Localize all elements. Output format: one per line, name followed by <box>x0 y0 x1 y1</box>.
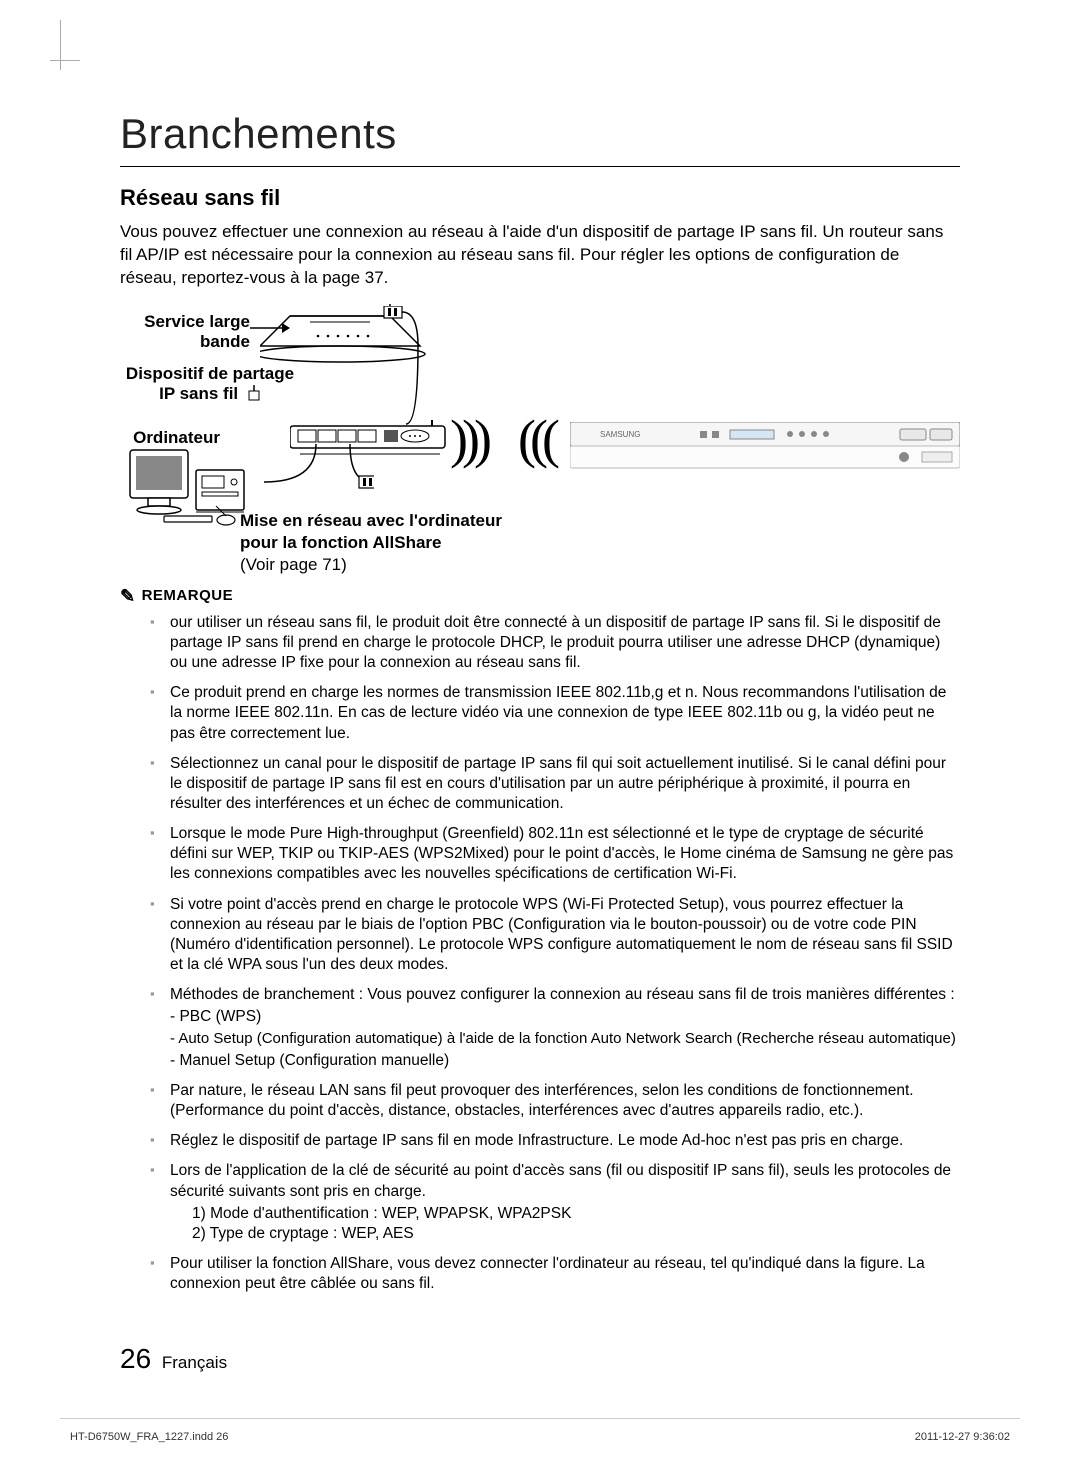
cable-pc-icon <box>254 434 374 494</box>
page-number: 26 <box>120 1343 151 1374</box>
caption-line3: (Voir page 71) <box>240 555 347 574</box>
label-router-line1: Dispositif de partage <box>126 364 294 383</box>
label-pc: Ordinateur <box>110 428 220 448</box>
note-item: Méthodes de branchement : Vous pouvez co… <box>150 985 960 1071</box>
page-footer: 26 Français <box>120 1343 227 1375</box>
label-broadband-line1: Service large <box>144 312 250 331</box>
note-subitem: - PBC (WPS) <box>170 1007 960 1027</box>
note-list: our utiliser un réseau sans fil, le prod… <box>120 613 960 1294</box>
note-item: Lors de l'application de la clé de sécur… <box>150 1161 960 1244</box>
label-router-line2: IP sans fil <box>159 384 238 403</box>
print-footer: HT-D6750W_FRA_1227.indd 26 2011-12-27 9:… <box>70 1431 1010 1443</box>
arrow-icon <box>250 322 290 334</box>
antenna-mini-icon <box>247 385 261 401</box>
label-router: Dispositif de partage IP sans fil <box>110 364 310 404</box>
svg-text:SAMSUNG: SAMSUNG <box>600 430 640 439</box>
content-area: Branchements Réseau sans fil Vous pouvez… <box>120 110 960 1304</box>
crop-line-vertical <box>60 20 61 70</box>
network-diagram: Service large bande <box>120 304 960 574</box>
crop-line-horizontal <box>50 60 80 61</box>
note-heading-text: REMARQUE <box>142 587 234 604</box>
waves-in-icon: ((( <box>518 412 554 466</box>
device-icon: SAMSUNG <box>570 422 960 475</box>
label-broadband-line2: bande <box>200 332 250 351</box>
note-block: ✎ REMARQUE our utiliser un réseau sans fi… <box>120 584 960 1294</box>
diagram-caption: Mise en réseau avec l'ordinateur pour la… <box>240 510 570 576</box>
note-item: Pour utiliser la fonction AllShare, vous… <box>150 1254 960 1294</box>
note-item: Ce produit prend en charge les normes de… <box>150 683 960 743</box>
note-icon: ✎ <box>120 586 136 607</box>
note-subitem: - Auto Setup (Configuration automatique)… <box>170 1029 960 1049</box>
note-item: our utiliser un réseau sans fil, le prod… <box>150 613 960 673</box>
print-footer-left: HT-D6750W_FRA_1227.indd 26 <box>70 1431 228 1443</box>
caption-line1: Mise en réseau avec l'ordinateur <box>240 511 502 530</box>
page-lang: Français <box>162 1353 227 1372</box>
waves-out-icon: ))) <box>450 412 486 466</box>
note-item: Sélectionnez un canal pour le dispositif… <box>150 754 960 814</box>
print-border <box>60 1418 1020 1419</box>
intro-paragraph: Vous pouvez effectuer une connexion au r… <box>120 221 960 290</box>
note-item: Par nature, le réseau LAN sans fil peut … <box>150 1081 960 1121</box>
note-ordered-sub: 1) Mode d'authentification : WEP, WPAPSK… <box>170 1204 960 1244</box>
note-item: Si votre point d'accès prend en charge l… <box>150 895 960 976</box>
note-heading: ✎ REMARQUE <box>120 584 960 605</box>
note-subitem: - Manuel Setup (Configuration manuelle) <box>170 1051 960 1071</box>
note-item: Réglez le dispositif de partage IP sans … <box>150 1131 960 1151</box>
section-title: Réseau sans fil <box>120 185 960 211</box>
print-footer-right: 2011-12-27 9:36:02 <box>915 1431 1010 1443</box>
crop-marks <box>50 20 90 60</box>
label-broadband: Service large bande <box>110 312 250 352</box>
note-item: Lorsque le mode Pure High-throughput (Gr… <box>150 824 960 884</box>
chapter-title: Branchements <box>120 110 960 158</box>
caption-line2: pour la fonction AllShare <box>240 533 442 552</box>
page: Branchements Réseau sans fil Vous pouvez… <box>0 0 1080 1479</box>
title-rule <box>120 166 960 167</box>
